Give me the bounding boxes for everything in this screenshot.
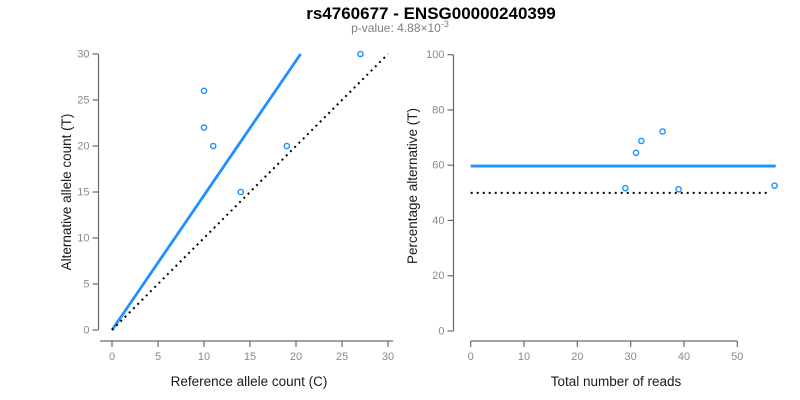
pvalue-subtitle: p-value: 4.88×10-3: [351, 19, 449, 36]
y-tick-label: 20: [77, 141, 89, 153]
x-tick-label: 30: [625, 351, 637, 363]
y-tick-label: 80: [432, 104, 444, 116]
y-tick-label: 0: [438, 326, 444, 338]
data-point: [209, 142, 217, 150]
allele-counts-scatter: 0 5 10 15 20 25 30 0 5 10 15 20 25 30 Reference allele…: [59, 49, 394, 390]
data-point: [622, 184, 629, 192]
y-tick-label: 5: [83, 279, 89, 291]
x-tick-label: 25: [336, 351, 348, 363]
y-tick-label: 0: [83, 325, 89, 337]
data-point: [200, 87, 208, 95]
x-axis-title: Reference allele count (C): [171, 374, 328, 389]
y-tick-label: 100: [426, 49, 444, 61]
x-tick-label: 30: [382, 351, 394, 363]
x-tick-label: 0: [468, 351, 474, 363]
data-point: [283, 142, 291, 150]
x-tick-label: 10: [518, 351, 530, 363]
y-tick-label: 60: [432, 160, 444, 172]
percentage-vs-reads-scatter: 0 10 20 30 40 50 0 20 40 60 80 100 Total number of r…: [405, 49, 778, 389]
x-tick-label: 5: [155, 351, 161, 363]
x-tick-label: 0: [109, 351, 115, 363]
pvalue-text: p-value: 4.88×10: [351, 21, 441, 35]
data-point: [659, 128, 666, 135]
y-tick-label: 10: [77, 233, 89, 245]
identity-line: [111, 53, 389, 331]
x-tick-label: 40: [678, 351, 690, 363]
x-axis-title: Total number of reads: [551, 374, 682, 389]
fitted-ratio-line: [110, 53, 302, 331]
data-point: [357, 50, 364, 58]
y-tick-label: 20: [432, 270, 444, 282]
y-tick-label: 15: [77, 187, 89, 199]
data-point: [200, 124, 208, 131]
y-axis-title: Percentage alternative (T): [405, 108, 420, 264]
y-tick-label: 25: [77, 95, 89, 107]
y-axis-title: Alternative allele count (T): [59, 114, 74, 271]
pvalue-exponent: -3: [440, 19, 449, 29]
y-tick-label: 40: [432, 215, 444, 227]
y-tick-label: 30: [77, 49, 89, 61]
x-tick-label: 20: [290, 351, 302, 363]
x-tick-label: 15: [244, 351, 256, 363]
x-tick-label: 10: [198, 351, 210, 363]
data-point: [237, 188, 245, 196]
data-point: [632, 149, 640, 157]
data-point: [771, 182, 778, 189]
x-tick-label: 20: [571, 351, 583, 363]
data-point: [675, 185, 682, 193]
page-title: rs4760677 - ENSG00000240399: [306, 4, 556, 23]
x-tick-label: 50: [731, 351, 743, 363]
data-point: [638, 137, 645, 145]
